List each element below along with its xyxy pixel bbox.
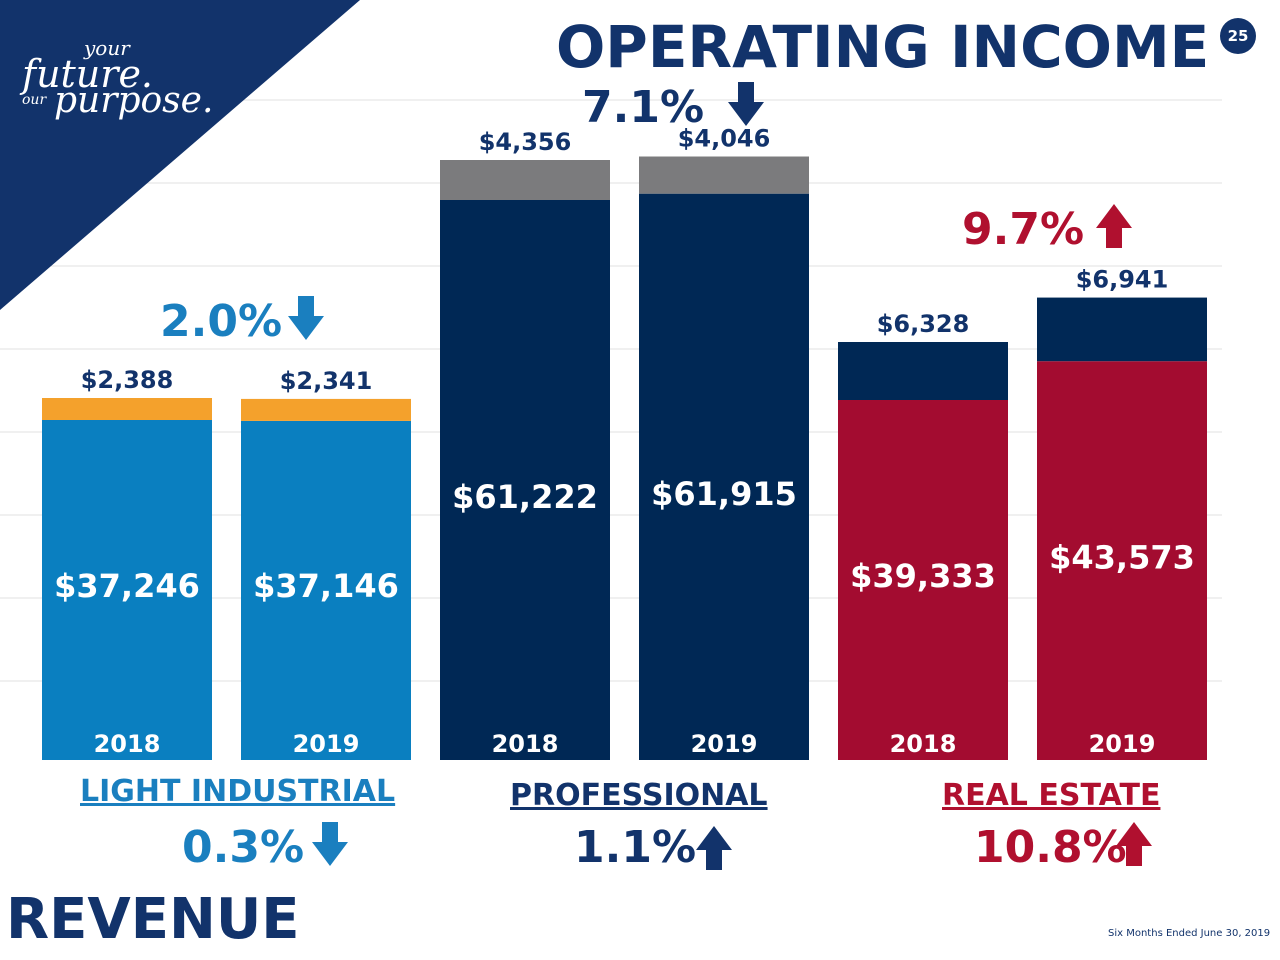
revenue-bar <box>241 420 411 760</box>
operating-income-value-label: $2,388 <box>81 366 174 394</box>
year-tick-label: 2018 <box>890 730 957 758</box>
footnote: Six Months Ended June 30, 2019 <box>1108 928 1271 939</box>
revenue-bar <box>42 420 212 760</box>
logo-word-our: our <box>22 92 47 108</box>
year-tick-label: 2018 <box>94 730 161 758</box>
revenue-value-label: $61,915 <box>651 475 797 513</box>
year-tick-label: 2019 <box>691 730 758 758</box>
operating-income-value-label: $6,941 <box>1076 266 1169 294</box>
revenue-bar <box>440 200 610 760</box>
category-professional: PROFESSIONAL <box>510 778 768 813</box>
category-real-estate: REAL ESTATE <box>942 778 1161 813</box>
revenue-change-professional: 1.1% <box>574 822 697 873</box>
operating-income-bar <box>241 398 411 421</box>
revenue-change-light-industrial: 0.3% <box>182 822 305 873</box>
operating-income-value-label: $2,341 <box>280 367 373 395</box>
logo-word-purpose: purpose. <box>54 80 214 121</box>
arrow-up-icon <box>1096 204 1132 248</box>
bottom-title: REVENUE <box>6 887 300 952</box>
operating-income-bar <box>639 156 809 194</box>
page-number-badge: 25 <box>1220 18 1256 54</box>
revenue-value-label: $37,146 <box>253 567 399 605</box>
operating-income-value-label: $6,328 <box>877 310 970 338</box>
year-tick-label: 2018 <box>492 730 559 758</box>
arrow-down-icon <box>728 82 764 126</box>
operating-income-value-label: $4,356 <box>479 128 572 156</box>
arrow-down-icon <box>312 822 348 866</box>
revenue-change-real-estate: 10.8% <box>974 822 1127 873</box>
category-light-industrial: LIGHT INDUSTRIAL <box>80 774 396 809</box>
operating-income-bar <box>440 160 610 200</box>
year-tick-label: 2019 <box>1089 730 1156 758</box>
operating-income-bar <box>1037 297 1207 362</box>
revenue-value-label: $43,573 <box>1049 539 1195 577</box>
logo-word-your: your <box>84 36 130 60</box>
operating-income-value-label: $4,046 <box>678 125 771 153</box>
arrow-down-icon <box>288 296 324 340</box>
year-tick-label: 2019 <box>293 730 360 758</box>
revenue-bar <box>1037 361 1207 760</box>
revenue-value-label: $37,246 <box>54 567 200 605</box>
operating-income-bar <box>42 398 212 420</box>
op-change-real-estate: 9.7% <box>962 204 1085 255</box>
page-title: OPERATING INCOME <box>556 13 1210 81</box>
revenue-bar <box>639 193 809 760</box>
arrow-up-icon <box>696 826 732 870</box>
arrow-up-icon <box>1116 822 1152 866</box>
logo-banner <box>0 0 360 310</box>
op-change-light-industrial: 2.0% <box>160 296 283 347</box>
revenue-value-label: $39,333 <box>850 557 996 595</box>
revenue-bar <box>838 400 1008 760</box>
logo-word-future: future. <box>22 52 154 96</box>
op-change-professional: 7.1% <box>582 82 705 133</box>
bars: $37,246 $2,388 2018 $37,146 $2,341 2019 $61,22… <box>42 125 1207 760</box>
revenue-value-label: $61,222 <box>452 478 598 516</box>
operating-income-bar <box>838 342 1008 400</box>
